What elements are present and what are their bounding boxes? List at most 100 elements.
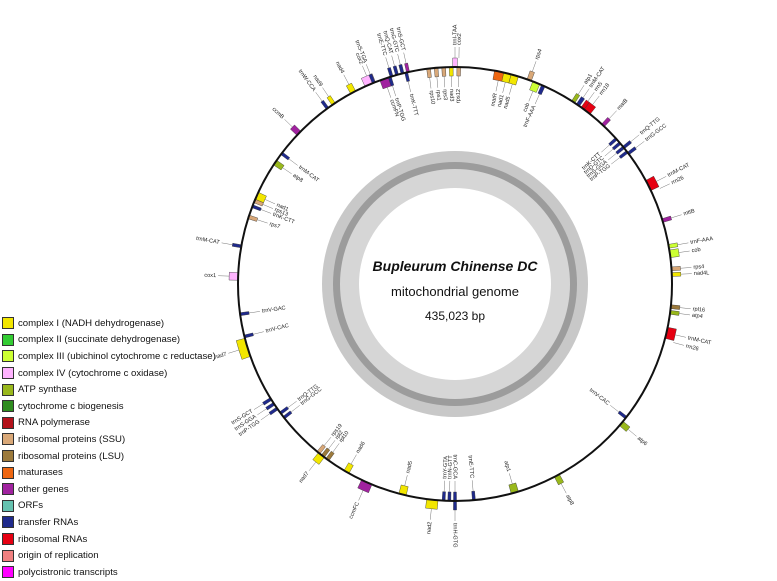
gene: rrn26 — [660, 175, 685, 188]
gene: rps1 — [434, 68, 441, 101]
gene: trnE-TTC — [467, 455, 476, 500]
legend-swatch — [2, 500, 14, 512]
gene-leader — [601, 145, 609, 152]
legend-item: complex I (NADH dehydrogenase) — [2, 315, 292, 332]
gene-label: cob — [691, 247, 701, 254]
legend-item: polycistronic transcripts — [2, 564, 292, 581]
legend-label: ribosomal proteins (LSU) — [18, 451, 124, 462]
gene-label: trnK-TTT — [408, 93, 419, 117]
gene: matB — [602, 98, 630, 127]
gene-leader — [535, 94, 539, 104]
gene-block — [671, 305, 680, 310]
gene: trnC-GCA — [452, 454, 458, 501]
legend-item: ATP synthase — [2, 381, 292, 398]
genome-subtitle: mitochondrial genome — [391, 284, 519, 299]
legend-swatch — [2, 334, 14, 346]
legend-item: origin of replication — [2, 547, 292, 564]
gene-leader — [263, 204, 273, 208]
gene: rps12 — [456, 67, 462, 103]
gene-block — [449, 67, 453, 76]
gene: atp8 — [274, 160, 304, 184]
gene-label: atp4 — [692, 313, 704, 320]
gene-leader — [261, 209, 271, 213]
legend-item: ribosomal proteins (SSU) — [2, 431, 292, 448]
legend-label: maturases — [18, 467, 63, 478]
gene-leader — [609, 111, 617, 119]
gene: trnF-AAA — [668, 236, 714, 248]
gene-label: cox2 — [457, 33, 463, 45]
gene-block — [671, 266, 680, 270]
legend-item: RNA polymerase — [2, 415, 292, 432]
gene: trnW-CCA — [297, 69, 329, 110]
legend-label: ORFs — [18, 500, 43, 511]
gene-leader — [628, 429, 636, 436]
gene-leader — [392, 86, 395, 96]
gene: ccmB — [271, 106, 301, 135]
gene: atp1 — [502, 460, 518, 493]
gene: trnV-CAC — [588, 388, 627, 419]
legend-label: ribosomal proteins (SSU) — [18, 434, 125, 445]
gene: atp6 — [619, 421, 648, 447]
gene-leader — [660, 184, 670, 189]
gene-block — [427, 68, 432, 77]
gene-label: cox1 — [204, 273, 216, 279]
gene-leader — [392, 56, 395, 67]
gene-label: rps7 — [268, 221, 280, 230]
gene-leader — [631, 135, 640, 142]
gene-label: ccmB — [271, 106, 285, 120]
gene-leader — [472, 480, 473, 491]
gene-block — [453, 58, 458, 67]
legend: complex I (NADH dehydrogenase) complex II… — [2, 315, 292, 581]
legend-swatch — [2, 467, 14, 479]
gene-leader — [249, 311, 260, 313]
legend-label: complex II (succinate dehydrogenase) — [18, 334, 180, 345]
gene-leader — [509, 473, 512, 484]
gene-label: atp8 — [291, 173, 303, 184]
gene-leader — [386, 57, 389, 68]
gene-leader — [509, 84, 512, 95]
gene-label: trnH-GTG — [452, 523, 458, 548]
gene-leader — [529, 91, 533, 101]
gene-label: trnF-AAA — [690, 236, 714, 246]
legend-item: complex II (succinate dehydrogenase) — [2, 332, 292, 349]
gene-leader — [680, 308, 691, 309]
gene-leader — [351, 455, 357, 465]
legend-swatch — [2, 516, 14, 528]
gene-leader — [679, 251, 690, 253]
gene-leader — [398, 54, 401, 65]
gene-leader — [408, 81, 410, 92]
gene-leader — [608, 153, 617, 160]
gene: trnS-TGA — [353, 40, 375, 84]
gene-leader — [680, 267, 691, 268]
gene-label: atp8 — [564, 494, 574, 506]
gene: trnM-CAT — [196, 236, 242, 248]
gene-leader — [322, 88, 328, 97]
gene-label: ccmFC — [348, 501, 361, 520]
genome-length: 435,023 bp — [425, 309, 485, 323]
gene: nad2 — [426, 499, 438, 534]
gene-label: trnC-GCA — [452, 454, 458, 479]
gene-leader — [387, 87, 391, 97]
gene: trnM-CAT — [646, 162, 692, 190]
gene-label: nad5 — [405, 461, 414, 475]
legend-label: RNA polymerase — [18, 417, 90, 428]
gene-label: mttB — [683, 208, 696, 217]
gene: nad4L — [672, 270, 710, 277]
legend-label: complex IV (cytochrome c oxidase) — [18, 368, 167, 379]
gene-block — [229, 272, 238, 280]
legend-swatch — [2, 400, 14, 412]
gene: ccmFC — [348, 480, 372, 520]
gene-label: trnV-GAC — [262, 305, 287, 314]
gene-leader — [404, 53, 406, 64]
gene-label: atp1 — [502, 460, 511, 472]
legend-swatch — [2, 417, 14, 429]
gene-leader — [444, 76, 445, 87]
gene-leader — [635, 141, 644, 148]
legend-item: ORFs — [2, 498, 292, 515]
gene: rps4 — [671, 264, 704, 271]
gene-leader — [675, 335, 686, 337]
gene-leader — [316, 92, 322, 101]
legend-swatch — [2, 483, 14, 495]
gene: nad7 — [298, 453, 324, 485]
legend-item: complex IV (cytochrome c oxidase) — [2, 365, 292, 382]
